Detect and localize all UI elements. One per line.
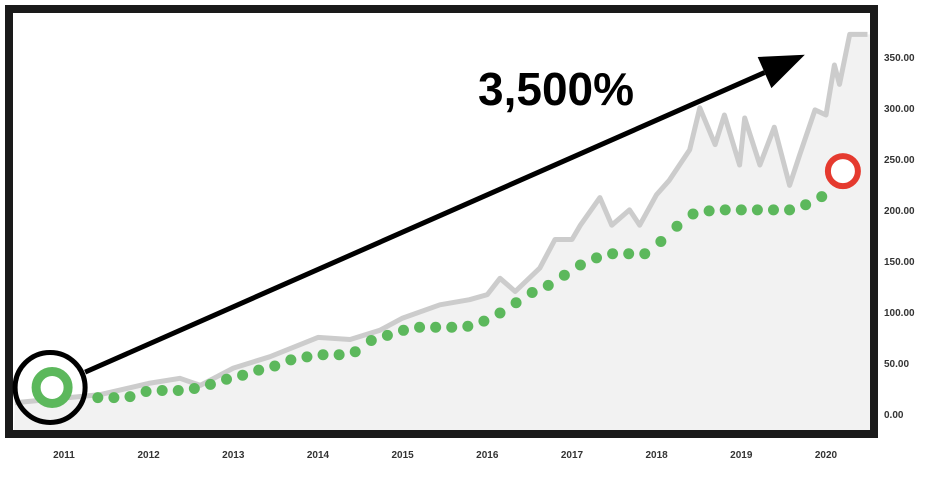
green-dot (655, 236, 667, 248)
green-dot (301, 351, 313, 363)
arrow-head (757, 54, 805, 89)
green-dot (317, 349, 329, 361)
y-tick-label: 50.00 (884, 359, 909, 370)
green-dot (494, 307, 506, 319)
green-dot (510, 297, 522, 309)
green-dot (414, 321, 426, 333)
x-tick-label: 2018 (646, 450, 669, 461)
price-line (14, 31, 868, 406)
green-dot (800, 199, 812, 211)
green-dot (478, 315, 490, 327)
x-tick-label: 2017 (561, 450, 584, 461)
green-dot (365, 335, 377, 347)
green-dot (124, 391, 136, 403)
start-marker (31, 366, 73, 408)
green-dot (221, 373, 233, 385)
green-dot (671, 220, 683, 232)
x-tick-label: 2015 (392, 450, 415, 461)
end-marker (824, 153, 861, 190)
green-dot (285, 354, 297, 366)
green-dot (92, 392, 104, 404)
y-tick-label: 0.00 (884, 410, 904, 421)
x-tick-label: 2012 (137, 450, 160, 461)
x-tick-label: 2011 (53, 450, 75, 461)
y-tick-label: 250.00 (884, 155, 915, 166)
y-tick-label: 100.00 (884, 308, 915, 319)
green-dot (446, 321, 458, 333)
x-tick-label: 2016 (476, 450, 499, 461)
green-dot (542, 279, 554, 291)
x-tick-label: 2013 (222, 450, 245, 461)
green-dot (751, 204, 763, 216)
green-dot (156, 385, 168, 397)
green-dot (204, 378, 216, 390)
green-dot (188, 382, 200, 394)
y-tick-label: 350.00 (884, 53, 915, 64)
green-dot (333, 349, 345, 361)
green-dot (108, 392, 120, 404)
green-dot (381, 329, 393, 341)
green-dot (140, 386, 152, 398)
green-dot (349, 346, 361, 358)
green-dot (767, 204, 779, 216)
green-dot (816, 191, 828, 203)
green-dot (703, 205, 715, 217)
green-dot (784, 204, 796, 216)
green-dot (430, 321, 442, 333)
green-dot (719, 204, 731, 216)
green-dot (574, 259, 586, 271)
y-tick-label: 200.00 (884, 206, 915, 217)
green-dot (591, 252, 603, 264)
green-dot (462, 320, 474, 332)
green-dot (237, 369, 249, 381)
y-tick-label: 300.00 (884, 104, 915, 115)
green-dot (172, 385, 184, 397)
green-dot (558, 269, 570, 281)
price-area (14, 34, 870, 430)
green-dot (397, 324, 409, 336)
green-dot (526, 287, 538, 299)
green-dot (253, 364, 265, 376)
green-dot (269, 360, 281, 372)
x-tick-label: 2020 (815, 450, 838, 461)
green-dot (607, 248, 619, 260)
green-dot (687, 208, 699, 220)
green-dot (735, 204, 747, 216)
start-highlight-circle (12, 349, 88, 425)
green-dot (639, 248, 651, 260)
x-tick-label: 2014 (307, 450, 330, 461)
arrow-shaft (84, 70, 766, 375)
y-tick-label: 150.00 (884, 257, 915, 268)
x-tick-label: 2019 (730, 450, 753, 461)
growth-annotation-label: 3,500% (478, 63, 634, 115)
green-dot (623, 248, 635, 260)
